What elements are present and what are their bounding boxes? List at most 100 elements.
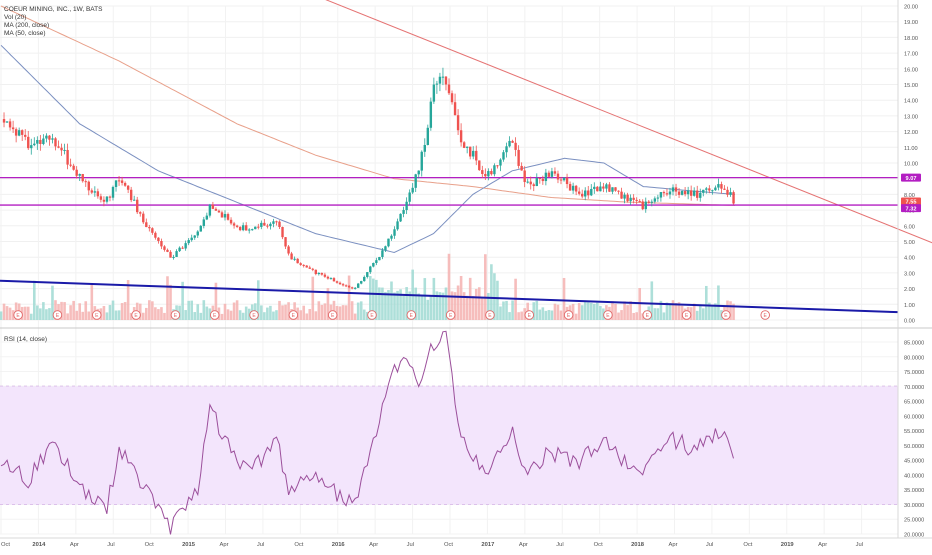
support-trendline[interactable]	[0, 279, 899, 314]
earnings-marker-circle[interactable]	[367, 310, 377, 320]
rsi-axis-label[interactable]: 55.0000	[904, 429, 924, 435]
rsi-axis-label[interactable]: 20.0000	[904, 533, 924, 539]
earnings-marker-circle[interactable]	[288, 310, 299, 320]
price-axis-label[interactable]: 2.00	[904, 287, 915, 293]
time-axis-label[interactable]: 2015	[182, 542, 196, 548]
price-axis-label[interactable]: 4.00	[904, 256, 915, 262]
candle-body	[577, 191, 581, 194]
trendlines-layer[interactable]	[0, 0, 932, 314]
time-axis-label[interactable]: Oct	[444, 542, 453, 548]
price-axis-label[interactable]: 8.00	[904, 193, 915, 199]
volume-bar	[665, 302, 669, 320]
volume-bar	[465, 295, 469, 320]
rsi-axis-label[interactable]: 30.0000	[904, 503, 924, 509]
legend-ma50[interactable]: MA (50, close)	[4, 30, 46, 37]
time-axis-label[interactable]: Jul	[556, 542, 563, 548]
volume-bar	[241, 312, 245, 320]
time-axis-label[interactable]: Oct	[594, 542, 603, 548]
price-axis-label[interactable]: 13.00	[904, 114, 918, 120]
price-axis-label[interactable]: 5.00	[904, 240, 915, 246]
rsi-axis-label[interactable]: 85.0000	[904, 341, 924, 347]
candle-body	[223, 214, 227, 218]
rsi-axis-label[interactable]: 70.0000	[904, 385, 924, 391]
time-axis-label[interactable]: Oct	[294, 542, 303, 548]
earnings-marker-circle[interactable]	[681, 310, 692, 320]
earnings-marker-circle[interactable]	[721, 310, 731, 320]
time-axis-label[interactable]: Jul	[706, 542, 713, 548]
earnings-marker-circle[interactable]	[485, 310, 495, 320]
rsi-axis-label[interactable]: 40.0000	[904, 473, 924, 479]
time-axis-label[interactable]: Apr	[220, 542, 229, 548]
price-badge-label: 7.32	[906, 206, 917, 212]
price-axis-label[interactable]: 17.00	[904, 52, 918, 58]
earnings-marker-circle[interactable]	[170, 310, 181, 320]
rsi-axis-label[interactable]: 80.0000	[904, 355, 924, 361]
rsi-axis-label[interactable]: 65.0000	[904, 400, 924, 406]
price-axis-label[interactable]: 19.00	[904, 20, 918, 26]
price-axis-label[interactable]: 3.00	[904, 271, 915, 277]
rsi-axis-label[interactable]: 25.0000	[904, 518, 924, 524]
earnings-marker-circle[interactable]	[91, 310, 102, 320]
earnings-marker-circle[interactable]	[131, 310, 141, 320]
rsi-axis-label[interactable]: 35.0000	[904, 488, 924, 494]
time-axis-label[interactable]: 2017	[481, 542, 494, 548]
earnings-marker-circle[interactable]	[445, 310, 456, 320]
legend-ma200[interactable]: MA (200, close)	[4, 22, 49, 29]
time-axis-label[interactable]: Apr	[369, 542, 378, 548]
volume-bar	[323, 303, 327, 320]
price-axis-label[interactable]: 14.00	[904, 99, 918, 105]
price-axis-label[interactable]: 6.00	[904, 224, 915, 230]
time-axis-label[interactable]: Oct	[743, 542, 752, 548]
time-axis-label[interactable]: Jul	[257, 542, 264, 548]
time-axis-label[interactable]: Apr	[669, 542, 678, 548]
time-axis-label[interactable]: 2019	[781, 542, 795, 548]
time-axis-label[interactable]: Oct	[145, 542, 154, 548]
rsi-axis-label[interactable]: 45.0000	[904, 459, 924, 465]
earnings-marker-circle[interactable]	[209, 310, 220, 320]
time-axis-label[interactable]: 2014	[32, 542, 46, 548]
candle-body	[75, 169, 78, 176]
time-axis-label[interactable]: Apr	[519, 542, 528, 548]
earnings-marker-circle[interactable]	[406, 310, 417, 320]
time-axis-label[interactable]: 2016	[332, 542, 346, 548]
volume-bar	[105, 312, 109, 320]
legend-title[interactable]: COEUR MINING, INC., 1W, BATS	[4, 6, 103, 13]
volume-bar	[517, 312, 520, 320]
time-axis-label[interactable]: Jul	[856, 542, 863, 548]
earnings-marker-circle[interactable]	[249, 310, 259, 320]
price-axis-label[interactable]: 18.00	[904, 36, 918, 42]
earnings-marker-circle[interactable]	[524, 310, 535, 320]
volume-bar	[51, 285, 54, 320]
price-axis-label[interactable]: 1.00	[904, 303, 915, 309]
rsi-axis-label[interactable]: 60.0000	[904, 414, 924, 420]
price-axis-label[interactable]: 20.00	[904, 5, 918, 11]
legend-volume[interactable]: Vol (20)	[4, 14, 26, 21]
legend-rsi[interactable]: RSI (14, close)	[4, 336, 47, 343]
time-axis-label[interactable]: Jul	[107, 542, 114, 548]
time-axis-label[interactable]: Jul	[407, 542, 414, 548]
earnings-marker-circle[interactable]	[642, 310, 653, 320]
earnings-marker-circle[interactable]	[327, 310, 338, 320]
price-axis-label[interactable]: 12.00	[904, 130, 918, 136]
volume-bar	[123, 302, 127, 320]
time-axis-label[interactable]: Apr	[818, 542, 827, 548]
price-axis-label[interactable]: 10.00	[904, 162, 918, 168]
price-axis-label[interactable]: 11.00	[904, 146, 918, 152]
price-axis-label[interactable]: 16.00	[904, 67, 918, 73]
earnings-marker-circle[interactable]	[13, 310, 23, 320]
time-axis-label[interactable]: Apr	[70, 542, 79, 548]
earnings-marker-circle[interactable]	[52, 310, 63, 320]
time-axis-label[interactable]: 2018	[631, 542, 645, 548]
price-axis-label[interactable]: 15.00	[904, 83, 918, 89]
rsi-axis-label[interactable]: 50.0000	[904, 444, 924, 450]
earnings-marker-circle[interactable]	[760, 310, 770, 320]
earnings-marker-circle[interactable]	[563, 310, 574, 320]
price-axis-label[interactable]: 0.00	[904, 319, 915, 325]
time-axis-label[interactable]: Oct	[1, 542, 10, 548]
rsi-axis-label[interactable]: 75.0000	[904, 370, 924, 376]
earnings-marker-circle[interactable]	[603, 310, 613, 320]
volume-bar	[193, 312, 197, 320]
